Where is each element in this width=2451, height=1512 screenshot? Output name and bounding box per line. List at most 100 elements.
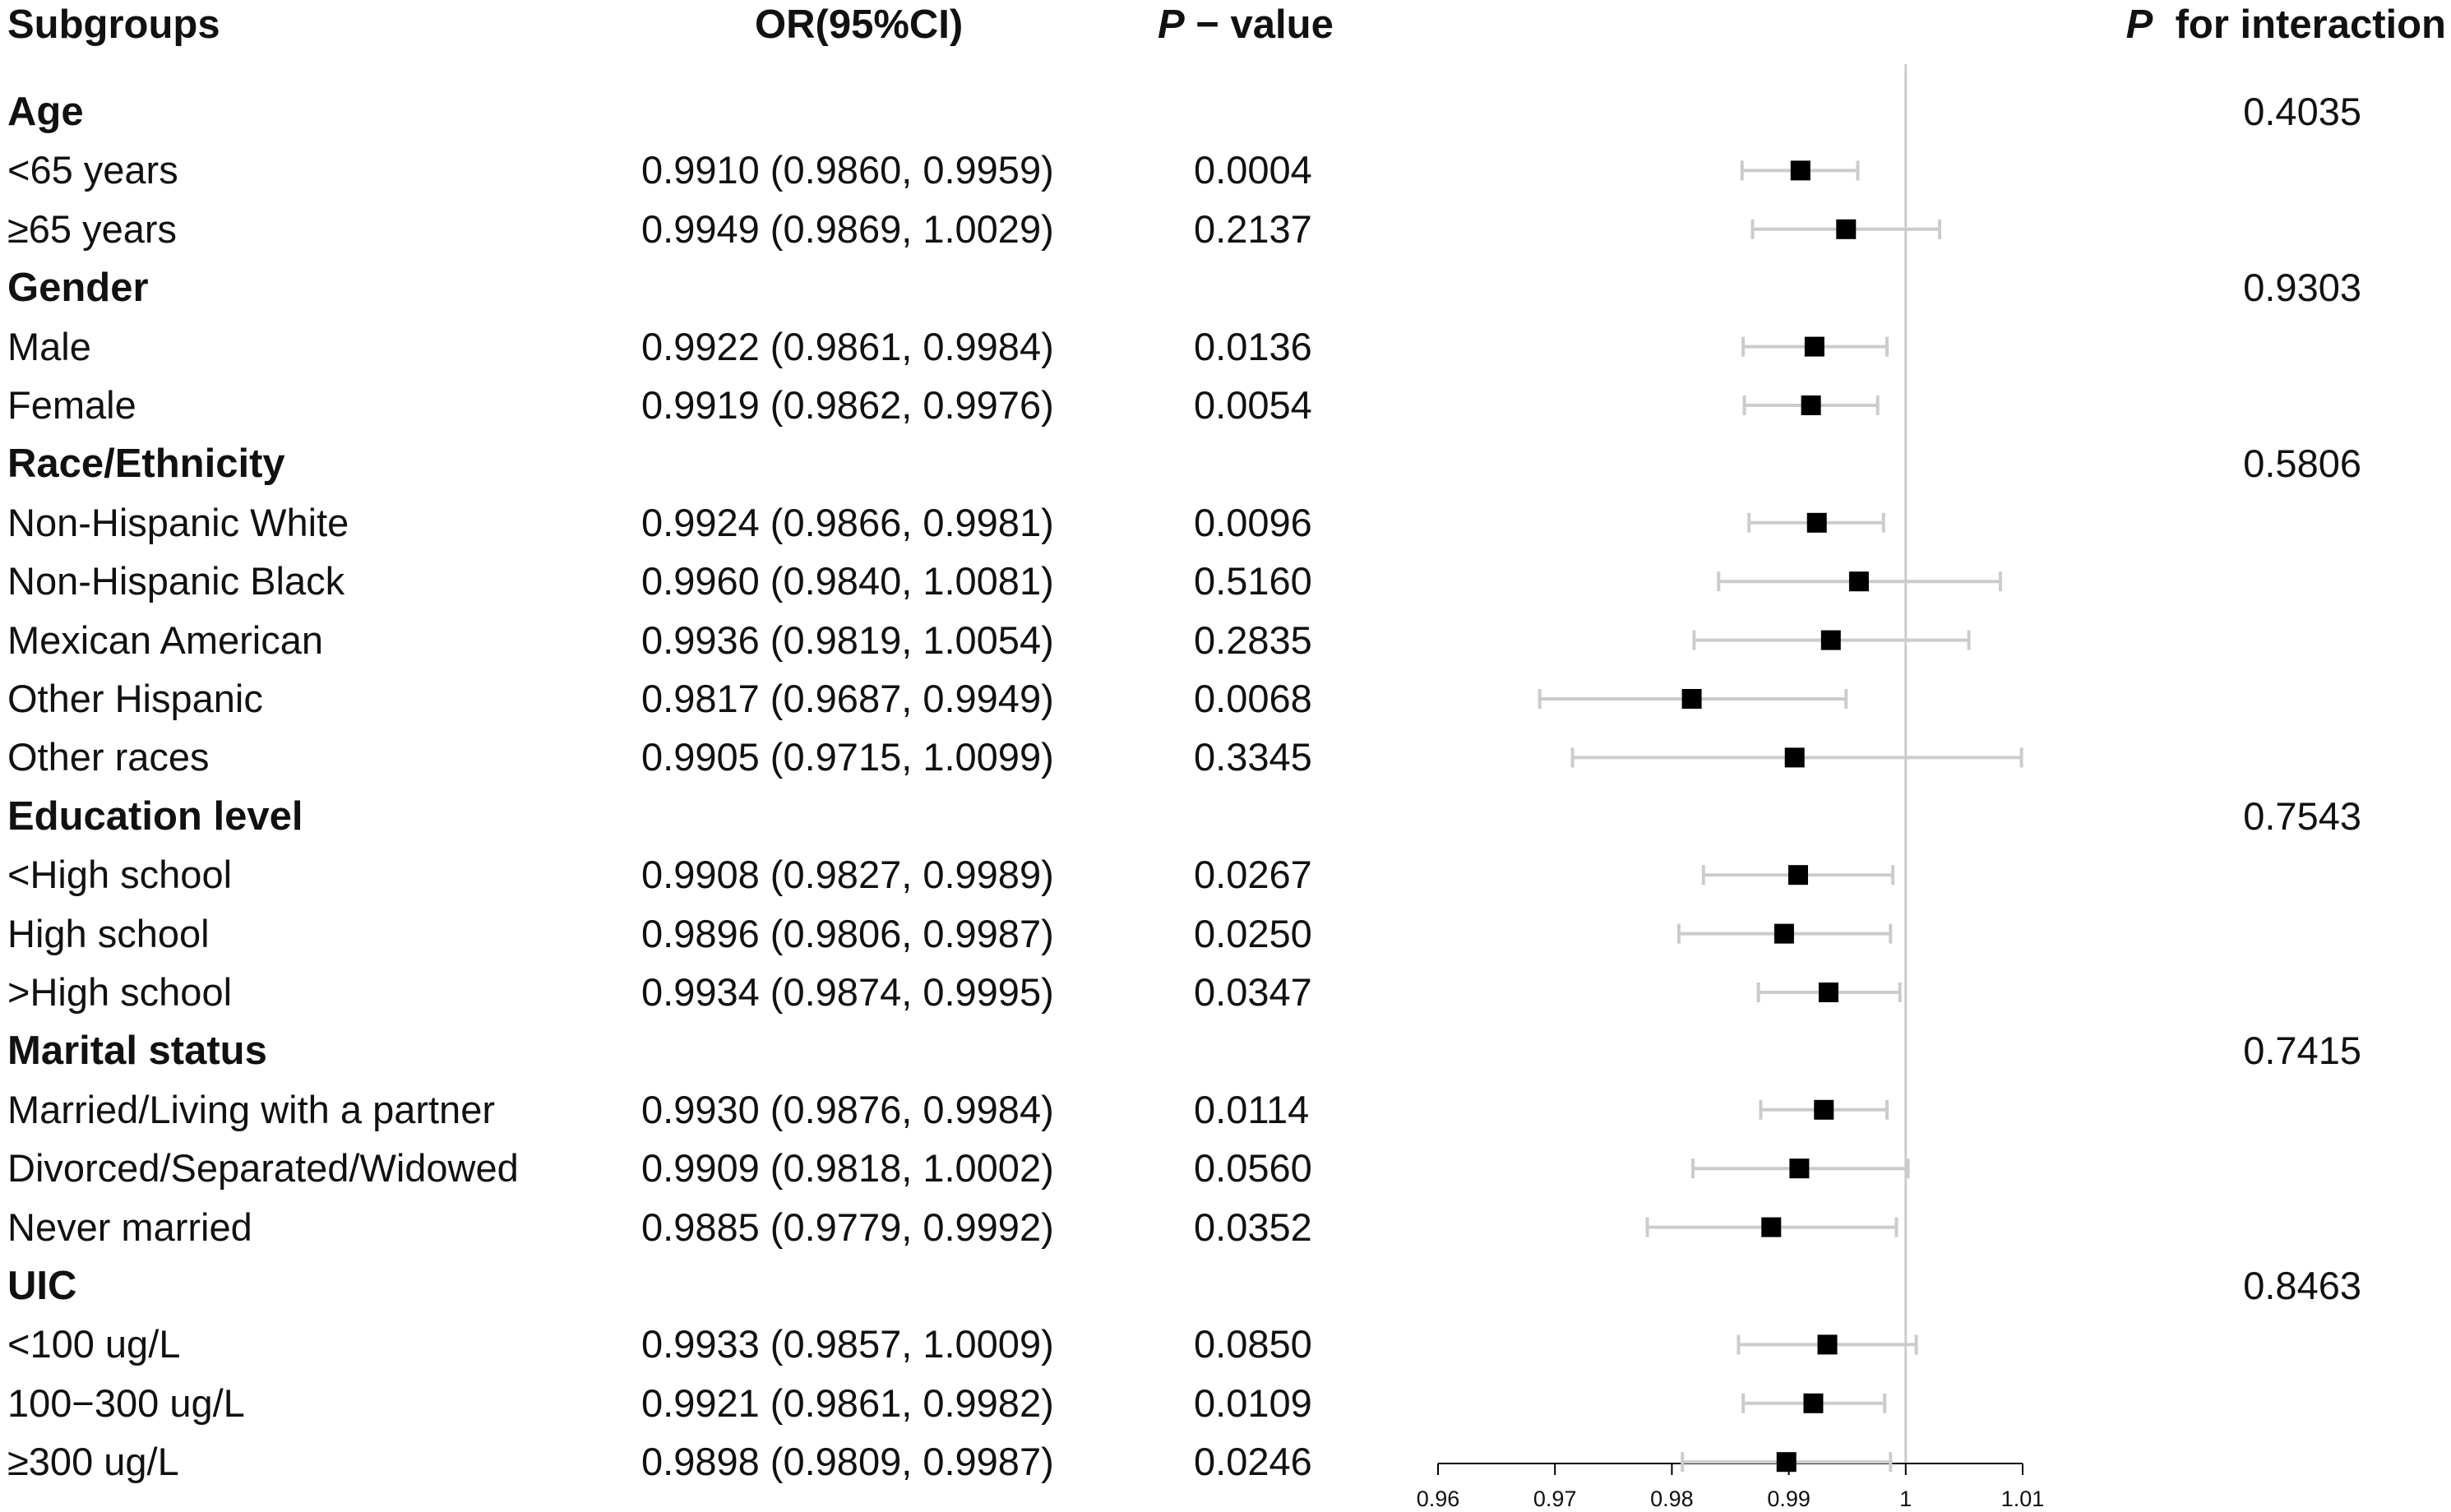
subgroup-row: High school 0.9896 (0.9806, 0.9987) 0.0250 (0, 904, 2451, 964)
subgroup-label: Other Hispanic (7, 677, 263, 720)
group-row: Gender 0.9303 (0, 258, 2451, 317)
x-axis-tick-label: 0.98 (1650, 1487, 1694, 1511)
p-interaction-value: 0.4035 (2243, 90, 2361, 133)
subgroup-label: Married/Living with a partner (7, 1087, 495, 1131)
p-value: 0.0114 (1194, 1087, 1310, 1131)
p-interaction-value: 0.9303 (2243, 266, 2361, 310)
point-estimate (1814, 1099, 1834, 1120)
subgroup-label: Mexican American (7, 617, 323, 662)
subgroup-label: <65 years (7, 148, 178, 192)
point-estimate (1818, 983, 1838, 1002)
subgroup-row: Mexican American 0.9936 (0.9819, 1.0054) 0… (0, 611, 2451, 670)
point-estimate (1761, 1217, 1782, 1237)
subgroup-label: Male (7, 324, 91, 368)
point-estimate (1804, 336, 1824, 357)
p-value: 0.0109 (1194, 1380, 1312, 1425)
subgroup-row: Married/Living with a partner 0.9930 (0.9… (0, 1080, 2451, 1140)
or-ci-value: 0.9933 (0.9857, 1.0009) (641, 1322, 1054, 1366)
or-ci-value: 0.9905 (0.9715, 1.0099) (641, 735, 1054, 779)
header-p-rest: − value (1184, 2, 1334, 47)
subgroup-row: >High school 0.9934 (0.9874, 0.9995) 0.034… (0, 963, 2451, 1022)
subgroup-row: <100 ug/L 0.9933 (0.9857, 1.0009) 0.0850 (0, 1315, 2451, 1374)
p-value: 0.5160 (1194, 559, 1312, 603)
p-value: 0.0054 (1194, 383, 1312, 427)
subgroup-label: Female (7, 383, 136, 427)
group-label: Education level (7, 793, 303, 839)
point-estimate (1836, 219, 1857, 239)
p-value: 0.0267 (1194, 853, 1312, 897)
group-label: Marital status (7, 1029, 267, 1074)
p-interaction-value: 0.5806 (2243, 442, 2361, 486)
p-value: 0.0096 (1194, 500, 1312, 544)
header-pint-italic: P (2125, 2, 2153, 47)
p-interaction-value: 0.7543 (2243, 793, 2361, 838)
subgroup-label: Other races (7, 735, 210, 779)
point-estimate (1681, 689, 1702, 709)
point-estimate (1817, 1334, 1838, 1355)
p-value: 0.0352 (1194, 1205, 1312, 1249)
p-value: 0.0347 (1194, 970, 1312, 1014)
point-estimate (1787, 865, 1808, 885)
point-estimate (1776, 1452, 1797, 1473)
subgroup-row: Female 0.9919 (0.9862, 0.9976) 0.0054 (0, 376, 2451, 435)
subgroup-label: Non-Hispanic Black (7, 559, 345, 603)
subgroup-label: Divorced/Separated/Widowed (7, 1146, 519, 1191)
point-estimate (1848, 571, 1869, 592)
x-axis-tick-label: 0.97 (1533, 1487, 1577, 1511)
subgroup-label: ≥300 ug/L (7, 1440, 179, 1484)
subgroup-row: Divorced/Separated/Widowed 0.9909 (0.9818… (0, 1139, 2451, 1198)
subgroup-row: Male 0.9922 (0.9861, 0.9984) 0.0136 (0, 317, 2451, 377)
p-value: 0.0560 (1194, 1146, 1312, 1191)
header-subgroups: Subgroups (7, 2, 220, 47)
or-ci-value: 0.9921 (0.9861, 0.9982) (641, 1380, 1054, 1425)
p-value: 0.3345 (1194, 735, 1312, 779)
header-or-ci: OR(95%CI) (755, 2, 964, 47)
subgroup-label: >High school (7, 970, 233, 1014)
point-estimate (1789, 1158, 1810, 1179)
subgroup-row: Other Hispanic 0.9817 (0.9687, 0.9949) 0.0… (0, 669, 2451, 728)
p-interaction-value: 0.7415 (2243, 1029, 2361, 1073)
header-p-value: P − value (1158, 2, 1334, 48)
or-ci-value: 0.9960 (0.9840, 1.0081) (641, 559, 1054, 603)
or-ci-value: 0.9885 (0.9779, 0.9992) (641, 1205, 1054, 1249)
or-ci-value: 0.9949 (0.9869, 1.0029) (641, 206, 1054, 251)
or-ci-value: 0.9924 (0.9866, 0.9981) (641, 500, 1054, 544)
subgroup-label: <100 ug/L (7, 1322, 181, 1366)
x-axis-tick-label: 0.96 (1417, 1487, 1460, 1511)
point-estimate (1803, 1393, 1824, 1413)
subgroup-label: 100−300 ug/L (7, 1380, 245, 1425)
x-axis-tick-label: 1.01 (2001, 1487, 2045, 1511)
group-label: Race/Ethnicity (7, 442, 285, 487)
x-axis-tick-label: 1 (1899, 1487, 1912, 1511)
subgroup-row: Never married 0.9885 (0.9779, 0.9992) 0.03… (0, 1198, 2451, 1257)
p-value: 0.2137 (1194, 206, 1312, 251)
or-ci-value: 0.9910 (0.9860, 0.9959) (641, 148, 1054, 192)
subgroup-row: ≥65 years 0.9949 (0.9869, 1.0029) 0.2137 (0, 200, 2451, 259)
p-interaction-value: 0.8463 (2243, 1264, 2361, 1307)
subgroup-row: Non-Hispanic White 0.9924 (0.9866, 0.9981… (0, 493, 2451, 553)
group-row: Race/Ethnicity 0.5806 (0, 434, 2451, 493)
or-ci-value: 0.9896 (0.9806, 0.9987) (641, 911, 1054, 955)
or-ci-value: 0.9936 (0.9819, 1.0054) (641, 617, 1054, 662)
subgroup-row: Other races 0.9905 (0.9715, 1.0099) 0.3345 (0, 728, 2451, 787)
group-row: Age 0.4035 (0, 82, 2451, 141)
subgroup-label: Non-Hispanic White (7, 500, 349, 544)
group-row: Marital status 0.7415 (0, 1021, 2451, 1080)
point-estimate (1806, 512, 1827, 533)
p-value: 0.0850 (1194, 1322, 1312, 1366)
p-value: 0.0246 (1194, 1440, 1312, 1484)
subgroup-row: Non-Hispanic Black 0.9960 (0.9840, 1.0081… (0, 552, 2451, 611)
or-ci-value: 0.9908 (0.9827, 0.9989) (641, 853, 1054, 897)
x-axis-tick-label: 0.99 (1767, 1487, 1811, 1511)
or-ci-value: 0.9930 (0.9876, 0.9984) (641, 1087, 1054, 1131)
group-label: Age (7, 90, 84, 134)
point-estimate (1820, 630, 1841, 650)
or-ci-value: 0.9922 (0.9861, 0.9984) (641, 324, 1054, 368)
p-value: 0.0136 (1194, 324, 1312, 368)
or-ci-value: 0.9909 (0.9818, 1.0002) (641, 1146, 1054, 1191)
header-pint-rest: for interaction (2175, 2, 2446, 47)
group-label: UIC (7, 1264, 77, 1308)
or-ci-value: 0.9934 (0.9874, 0.9995) (641, 970, 1054, 1014)
or-ci-value: 0.9898 (0.9809, 0.9987) (641, 1440, 1054, 1484)
